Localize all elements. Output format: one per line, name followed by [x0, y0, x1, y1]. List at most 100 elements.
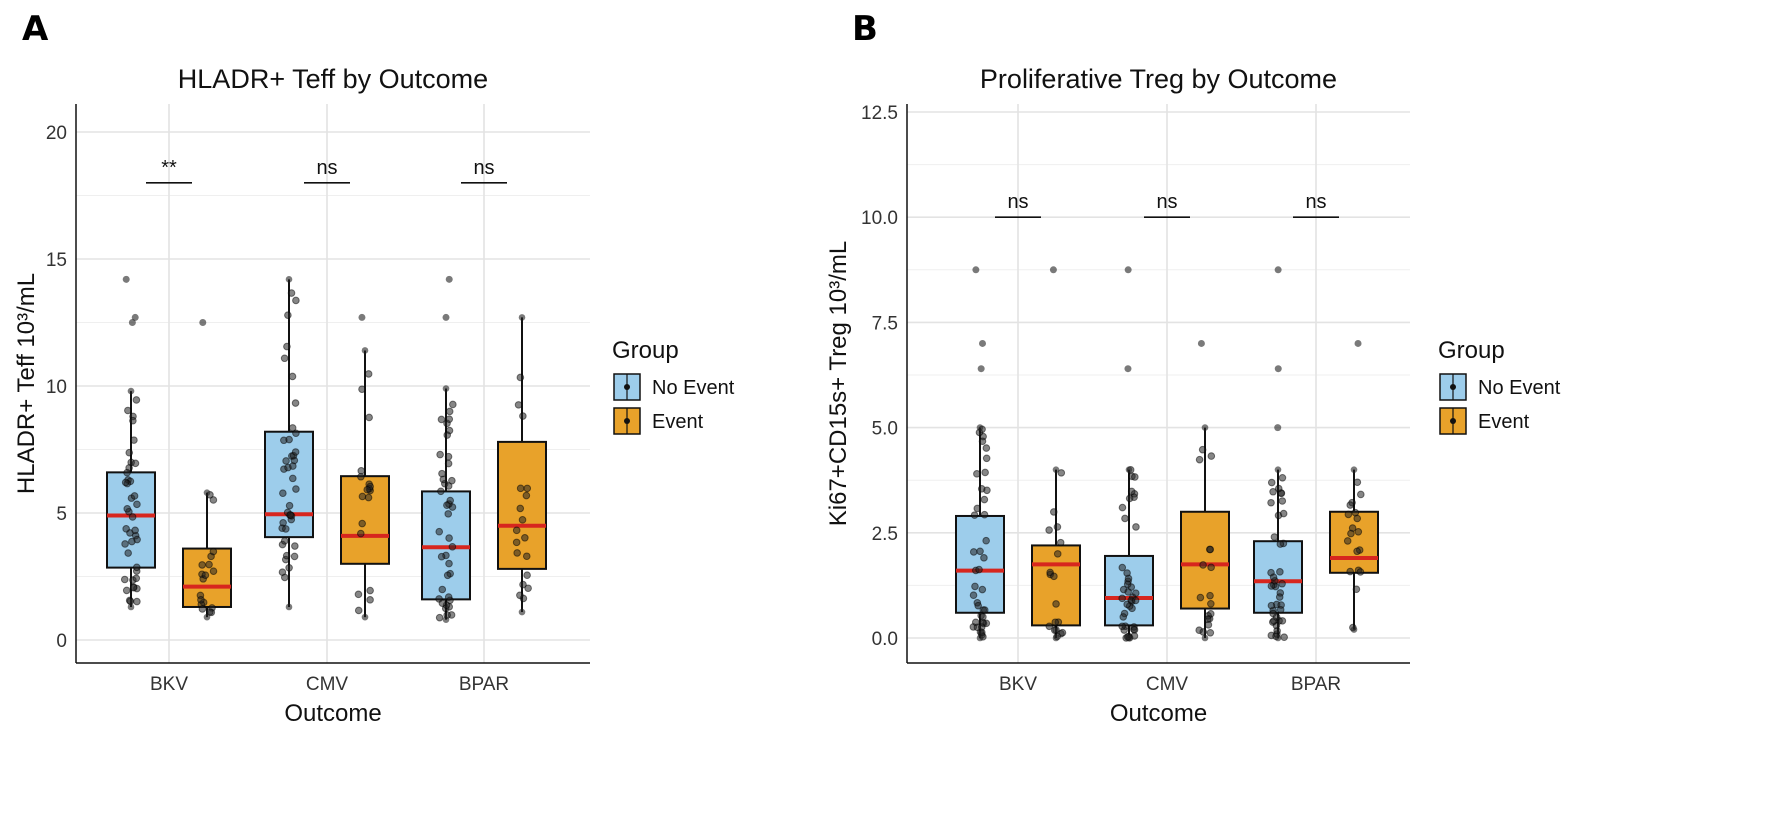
- data-point: [130, 492, 139, 500]
- data-point: [969, 548, 978, 556]
- data-point: [123, 468, 131, 477]
- data-point: [1207, 563, 1215, 572]
- box: [1329, 510, 1379, 574]
- data-point: [366, 586, 374, 595]
- data-point: [292, 429, 300, 438]
- data-point: [1267, 498, 1275, 507]
- data-point: [123, 505, 132, 513]
- data-point: [1206, 628, 1215, 637]
- data-point: [203, 613, 211, 621]
- outlier-point: [1354, 339, 1362, 347]
- legend-label: No Event: [652, 377, 735, 399]
- data-point: [285, 435, 293, 444]
- data-point: [512, 526, 521, 535]
- data-point: [201, 571, 210, 579]
- y-tick-label: 0: [56, 631, 67, 652]
- data-point: [129, 416, 137, 425]
- x-tick-label: BKV: [999, 674, 1037, 695]
- data-point: [976, 424, 984, 431]
- data-point: [973, 470, 981, 478]
- legend-label: Event: [652, 411, 704, 433]
- legend-item: Event: [1439, 407, 1530, 435]
- data-point: [519, 412, 527, 420]
- data-point: [982, 536, 990, 545]
- data-point: [364, 370, 373, 378]
- data-point: [443, 501, 451, 510]
- data-point: [1270, 617, 1278, 625]
- data-point: [1267, 478, 1276, 487]
- data-point: [128, 537, 136, 546]
- data-point: [1196, 593, 1205, 602]
- data-point: [198, 605, 207, 613]
- data-point: [1049, 508, 1058, 516]
- data-point: [1201, 424, 1209, 431]
- x-tick-label: BKV: [150, 674, 188, 695]
- data-point: [445, 407, 454, 416]
- x-tick-label: BPAR: [1291, 674, 1341, 695]
- data-point: [522, 491, 531, 500]
- legend-point: [624, 384, 630, 390]
- data-point: [1056, 538, 1065, 547]
- outlier-point: [199, 319, 207, 326]
- legend-point: [1450, 418, 1456, 424]
- panel-label: A: [22, 9, 49, 49]
- data-point: [438, 599, 447, 607]
- data-point: [132, 563, 141, 572]
- outlier-point: [442, 313, 450, 321]
- data-point: [518, 314, 526, 321]
- data-point: [124, 549, 132, 557]
- data-point: [443, 571, 452, 580]
- data-point: [970, 511, 979, 519]
- y-tick-label: 10.0: [861, 208, 898, 229]
- legend-title: Group: [1438, 337, 1505, 364]
- data-point: [209, 567, 218, 575]
- data-point: [1207, 452, 1216, 460]
- data-point: [290, 552, 299, 561]
- data-point: [1045, 622, 1054, 631]
- y-tick-label: 20: [46, 123, 67, 144]
- data-point: [516, 504, 525, 513]
- data-point: [1276, 605, 1285, 614]
- data-point: [1123, 580, 1132, 589]
- data-point: [1052, 634, 1060, 642]
- data-point: [130, 436, 138, 444]
- outlier-point: [1049, 266, 1057, 274]
- data-point: [435, 613, 444, 622]
- data-point: [1121, 514, 1129, 523]
- box-BKV-no-event: [955, 266, 1005, 642]
- box-BKV-event: [1031, 266, 1081, 642]
- y-tick-label: 7.5: [872, 313, 898, 334]
- legend-item: Event: [613, 407, 704, 435]
- data-point: [282, 457, 290, 465]
- data-point: [973, 504, 982, 513]
- outlier-point: [978, 339, 986, 347]
- data-point: [1206, 545, 1215, 554]
- y-axis-title: Ki67+CD15s+ Treg 10³/mL: [825, 241, 852, 526]
- chart-title: HLADR+ Teff by Outcome: [178, 64, 488, 94]
- data-point: [1195, 455, 1204, 464]
- data-point: [285, 563, 293, 572]
- data-point: [122, 586, 131, 595]
- data-point: [1058, 628, 1067, 637]
- data-point: [438, 469, 446, 478]
- data-point: [357, 529, 365, 538]
- data-point: [358, 519, 366, 528]
- box-BPAR-event: [497, 314, 547, 616]
- data-point: [1275, 593, 1284, 601]
- outlier-point: [1124, 365, 1132, 373]
- data-point: [444, 459, 453, 468]
- data-point: [354, 606, 363, 615]
- data-point: [361, 347, 369, 354]
- data-point: [513, 549, 521, 557]
- y-tick-label: 2.5: [872, 524, 898, 545]
- data-point: [982, 454, 991, 463]
- data-point: [288, 424, 297, 432]
- outlier-point: [445, 275, 453, 283]
- data-point: [364, 493, 373, 502]
- data-point: [358, 492, 367, 501]
- data-point: [524, 584, 532, 593]
- data-point: [358, 385, 366, 394]
- outlier-point: [1274, 365, 1282, 373]
- y-axis-title: HLADR+ Teff 10³/mL: [13, 273, 40, 494]
- data-point: [280, 354, 289, 363]
